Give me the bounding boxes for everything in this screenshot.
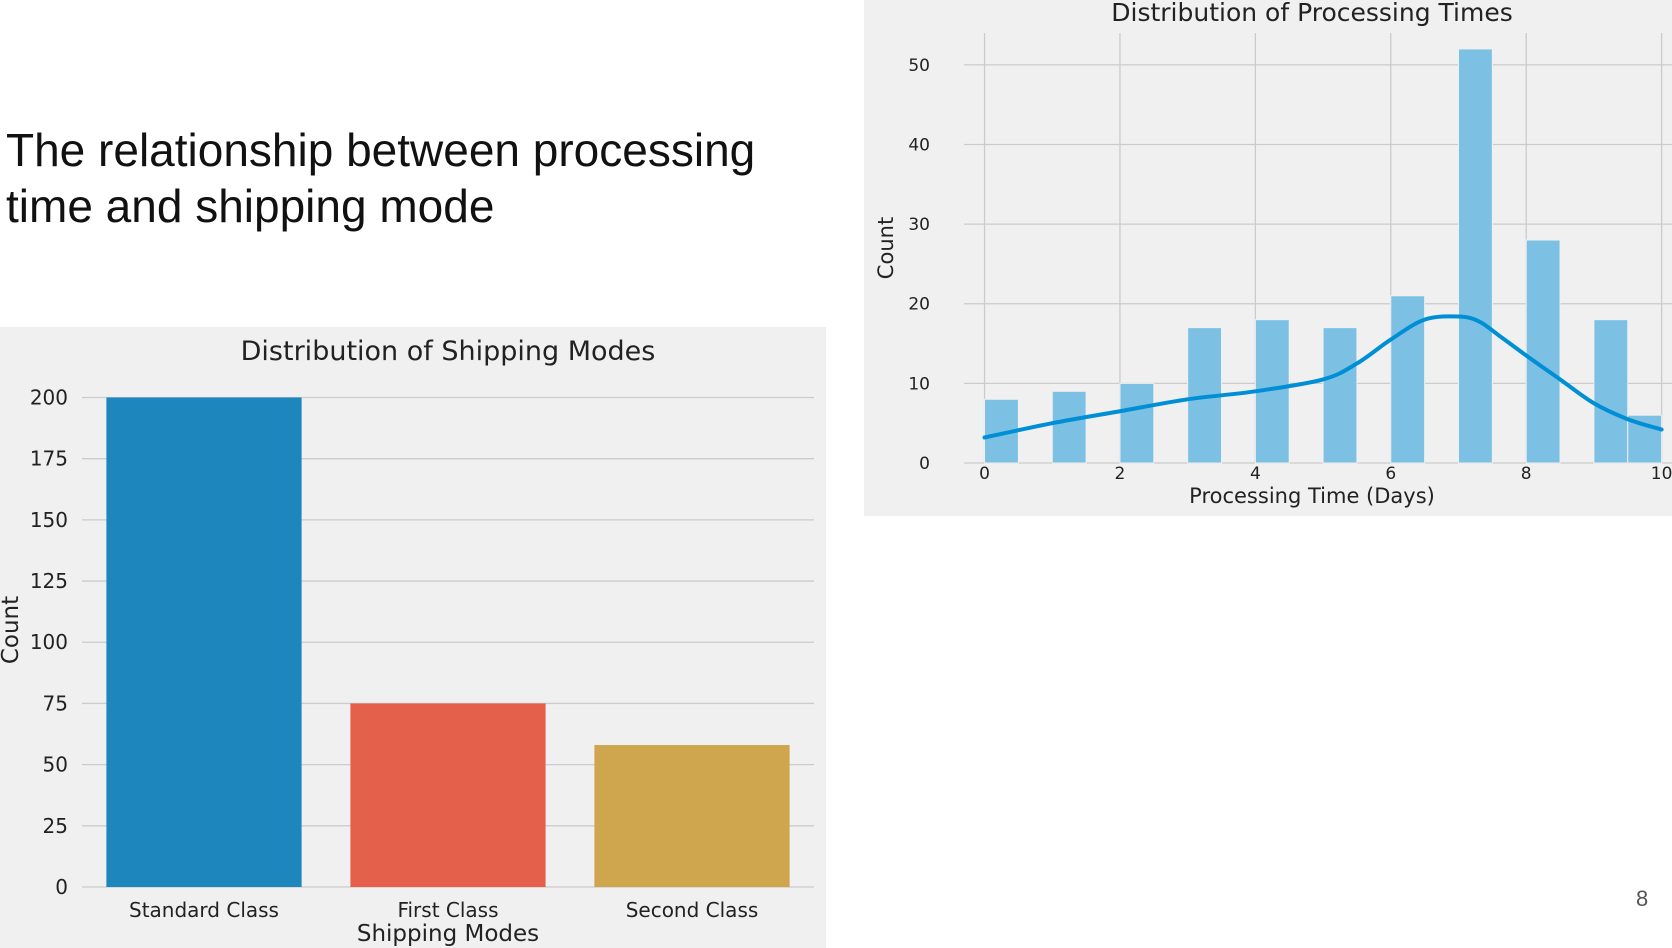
y-axis-label: Count: [874, 217, 898, 279]
processing-times-chart: 0 10 20 30 40 50 0 2 4 6 8 10 Distribution of Proces…: [864, 0, 1672, 516]
y-tick-label: 125: [30, 569, 68, 593]
bar-standard-class: [106, 397, 302, 887]
y-tick-label: 75: [43, 691, 68, 715]
chart-title: Distribution of Shipping Modes: [241, 336, 656, 367]
y-tick-label: 50: [43, 753, 68, 777]
x-axis-label: Processing Time (Days): [1189, 484, 1435, 508]
kde-line: [982, 314, 1664, 440]
y-tick-label: 10: [908, 374, 930, 394]
x-tick-label: First Class: [397, 898, 498, 922]
x-tick-label: 10: [1651, 464, 1672, 484]
bar-second-class: [594, 745, 790, 887]
slide-title: The relationship between processing time…: [6, 124, 756, 232]
histogram-bar: [1457, 48, 1493, 464]
x-tick-label: 6: [1385, 464, 1396, 484]
shipping-modes-chart: 0 25 50 75 100 125 150 175 200 Standard Class Firs…: [0, 327, 826, 948]
histogram-bar: [1119, 382, 1155, 464]
x-tick-label: 2: [1115, 464, 1126, 484]
bar-first-class: [350, 703, 546, 887]
y-tick-label: 25: [43, 814, 68, 838]
histogram-bar: [1051, 390, 1087, 464]
histogram-bar: [1322, 327, 1358, 464]
y-tick-label: 50: [908, 56, 930, 76]
chart-title: Distribution of Processing Times: [1111, 0, 1513, 27]
y-tick-label: 20: [908, 295, 930, 315]
x-tick-label: 0: [979, 464, 990, 484]
x-tick-label: 4: [1250, 464, 1261, 484]
histogram-bar: [1525, 239, 1561, 464]
y-tick-label: 0: [919, 454, 930, 474]
y-tick-label: 150: [30, 508, 68, 532]
processing-times-chart-svg: 0 10 20 30 40 50 0 2 4 6 8 10 Distribution of Proces…: [874, 0, 1672, 508]
histogram-bar: [1593, 319, 1629, 464]
page-number: 8: [1636, 886, 1649, 911]
x-tick-label: Standard Class: [129, 898, 279, 922]
x-tick-label: 8: [1521, 464, 1532, 484]
x-tick-label: Second Class: [626, 898, 759, 922]
x-axis-label: Shipping Modes: [357, 921, 539, 947]
y-tick-label: 100: [30, 630, 68, 654]
y-axis-label: Count: [0, 596, 24, 664]
shipping-modes-chart-svg: 0 25 50 75 100 125 150 175 200 Standard Class Firs…: [0, 336, 814, 947]
y-tick-label: 40: [908, 135, 930, 155]
y-tick-label: 0: [55, 875, 68, 899]
y-tick-label: 175: [30, 447, 68, 471]
y-tick-label: 30: [908, 215, 930, 235]
y-tick-label: 200: [30, 385, 68, 409]
